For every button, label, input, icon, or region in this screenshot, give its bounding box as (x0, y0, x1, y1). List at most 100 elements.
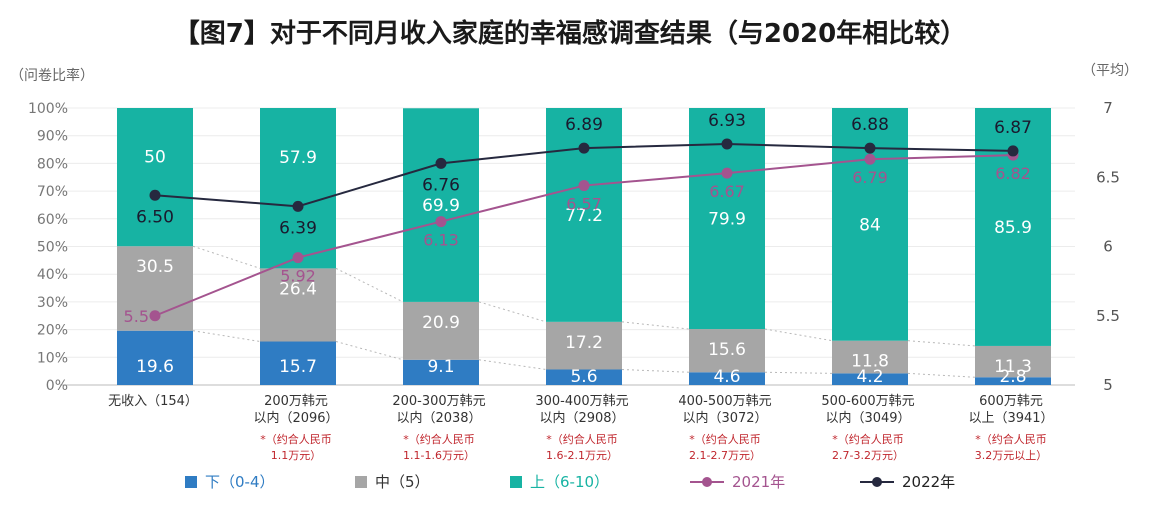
legend-swatch (185, 476, 197, 488)
right-axis: 5 5.5 6 6.5 7 (1096, 99, 1120, 394)
segment-connector (478, 359, 547, 370)
legend-label: 下（0-4） (205, 473, 275, 491)
segment-value-label: 20.9 (422, 313, 460, 333)
currency-note: 2.1-2.7万元） (689, 449, 761, 462)
label-2021: 6.79 (852, 168, 888, 187)
segment-connector (764, 328, 833, 342)
point-y2022 (292, 200, 304, 212)
bar-segment-low (975, 377, 1051, 385)
category-label: 以内（2038） (396, 410, 481, 426)
segment-value-label: 85.9 (994, 218, 1032, 238)
label-2022: 6.76 (422, 175, 460, 195)
label-2021: 5.5 (124, 307, 149, 326)
segment-connector (335, 267, 404, 303)
category-label: 400-500万韩元 (678, 394, 771, 409)
point-y2021 (292, 252, 304, 264)
point-y2022 (864, 142, 876, 154)
segment-value-label: 69.9 (422, 196, 460, 216)
segment-connector (621, 368, 690, 373)
point-y2022 (435, 157, 447, 169)
segment-value-label: 77.2 (565, 206, 603, 226)
legend-marker (872, 477, 882, 487)
bar-segment-low (403, 359, 479, 385)
point-y2022 (721, 138, 733, 150)
segment-connector (764, 371, 833, 374)
bar-segment-mid (546, 321, 622, 370)
currency-note: *（约合人民币 (975, 432, 1047, 446)
label-2022: 6.93 (708, 111, 746, 131)
currency-note: *（约合人民币 (403, 432, 475, 446)
legend-label: 2021年 (732, 473, 785, 491)
label-2022: 6.88 (851, 115, 889, 135)
segment-value-label: 4.6 (713, 367, 740, 387)
y-tick-label: 80% (37, 156, 68, 172)
category-label: 300-400万韩元 (535, 394, 628, 409)
category-label: 200万韩元 (264, 394, 328, 409)
y-tick-label: 20% (37, 323, 68, 339)
segment-value-label: 9.1 (427, 357, 454, 377)
bar-segment-mid (975, 345, 1051, 378)
currency-note: *（约合人民币 (832, 432, 904, 446)
label-2022: 6.39 (279, 218, 317, 238)
bar-segment-high (260, 108, 336, 269)
category-label: 600万韩元 (979, 394, 1043, 409)
segment-connector (907, 340, 976, 347)
segment-value-label: 84 (859, 215, 881, 235)
segment-value-label: 30.5 (136, 257, 174, 277)
category-label: 以内（3072） (682, 410, 767, 426)
bar-segment-high (117, 108, 193, 247)
legend-marker (702, 477, 712, 487)
segment-connector (907, 372, 976, 378)
bar-segment-high (403, 108, 479, 302)
point-y2021 (864, 153, 876, 165)
bar-segment-low (832, 373, 908, 385)
segment-value-label: 11.3 (994, 357, 1032, 377)
label-2021: 6.13 (423, 231, 459, 250)
currency-note: *（约合人民币 (260, 432, 332, 446)
segment-connector (192, 330, 261, 343)
average-lines: 6.50 6.39 6.76 6.89 6.93 6.88 6.87 5.5 5.92 6.13 6… (124, 111, 1032, 326)
y-tick-label: 30% (37, 295, 68, 311)
y-tick-label: 0% (46, 378, 68, 394)
segment-value-label: 57.9 (279, 148, 317, 168)
currency-note: 1.1-1.6万元） (403, 449, 475, 462)
label-2021: 5.92 (280, 267, 316, 286)
bar-segment-low (260, 341, 336, 385)
y2-tick-label: 5.5 (1096, 307, 1120, 325)
y-tick-label: 60% (37, 212, 68, 228)
label-2022: 6.89 (565, 115, 603, 135)
segment-value-label: 15.7 (279, 357, 317, 377)
y2-tick-label: 5 (1103, 376, 1113, 394)
bar-segment-low (117, 330, 193, 385)
point-y2021 (149, 310, 161, 322)
y-tick-label: 10% (37, 350, 68, 366)
bar-segment-low (689, 372, 765, 385)
label-2022: 6.50 (136, 207, 174, 227)
y-tick-label: 90% (37, 129, 68, 145)
bar-segment-mid (260, 268, 336, 342)
point-y2022 (149, 189, 161, 201)
category-label: 无收入（154） (108, 394, 198, 409)
category-label: 200-300万韩元 (392, 394, 485, 409)
legend-label: 中（5） (375, 473, 430, 491)
currency-note: 3.2万元以上） (975, 449, 1048, 462)
bar-segment-mid (832, 340, 908, 374)
right-axis-unit: （平均） (1082, 63, 1138, 79)
segment-connectors (192, 245, 976, 378)
point-y2022 (578, 142, 590, 154)
y2-tick-label: 6 (1103, 238, 1113, 256)
segment-value-label: 50 (144, 148, 166, 168)
label-2021: 6.82 (995, 164, 1031, 183)
segment-value-label: 5.6 (570, 367, 597, 387)
legend: 下（0-4） 中（5） 上（6-10） 2021年 2022年 (185, 473, 955, 491)
bar-segment-mid (403, 301, 479, 360)
segment-value-label: 79.9 (708, 209, 746, 229)
segment-connector (335, 341, 404, 361)
chart-title: 【图7】对于不同月收入家庭的幸福感调查结果（与2020年相比较） (174, 18, 966, 49)
y2-tick-label: 7 (1103, 99, 1113, 117)
segment-value-label: 11.8 (851, 352, 889, 372)
segment-connector (621, 321, 690, 330)
left-axis: 0% 10% 20% 30% 40% 50% 60% 70% 80% 90% 100% (28, 101, 68, 394)
